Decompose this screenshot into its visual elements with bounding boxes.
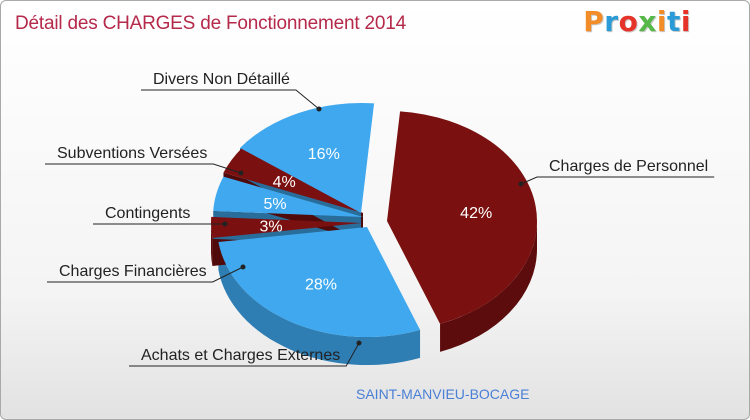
pct-label-charges-financieres: 3% — [260, 219, 283, 236]
category-label-charges-financieres: Charges Financières — [59, 263, 207, 280]
category-label-achats-et-charges-externes: Achats et Charges Externes — [141, 347, 340, 364]
pct-label-divers-non-detaille: 16% — [308, 146, 340, 163]
leader-tip-charges-de-personnel — [518, 181, 524, 187]
leader-line-subventions-versees — [45, 163, 242, 174]
leader-tip-subventions-versees — [238, 170, 244, 176]
pie-slice-divers-non-detaille[interactable] — [239, 102, 375, 213]
leader-line-charges-financieres — [47, 266, 244, 283]
category-label-subventions-versees: Subventions Versées — [57, 145, 207, 162]
pct-label-contingents: 5% — [264, 196, 287, 213]
category-label-charges-de-personnel: Charges de Personnel — [549, 158, 708, 175]
pie-side-charges-financieres — [211, 223, 213, 267]
proxiti-logo[interactable]: Proxiti — [583, 5, 691, 38]
city-name: SAINT-MANVIEU-BOCAGE — [356, 386, 530, 402]
leader-lines — [45, 89, 715, 367]
pie-slice-charges-de-personnel[interactable] — [387, 111, 538, 324]
category-labels: Charges de Personnel Achats et Charges Ex… — [57, 71, 708, 364]
category-label-contingents: Contingents — [105, 205, 190, 222]
pct-label-achats-et-charges-externes: 28% — [305, 277, 337, 294]
leader-tip-contingents — [222, 221, 228, 227]
pie-tops — [211, 102, 538, 337]
pie-slice-charges-financieres[interactable] — [211, 216, 361, 239]
leader-tip-charges-financieres — [240, 264, 246, 270]
leader-line-charges-de-personnel — [520, 176, 715, 185]
leader-line-achats-et-charges-externes — [129, 342, 360, 367]
pct-label-charges-de-personnel: 42% — [460, 205, 492, 222]
chart-title: Détail des CHARGES de Fonctionnement 201… — [15, 13, 407, 34]
pie-percent-labels: 42% 28% 3% 5% 4% 16% — [260, 146, 493, 294]
pie-slice-subventions-versees[interactable] — [223, 147, 363, 213]
leader-tip-divers-non-detaille — [316, 106, 322, 112]
category-label-divers-non-detaille: Divers Non Détaillé — [153, 71, 290, 88]
pie-slice-achats-et-charges-externes[interactable] — [218, 227, 421, 337]
pie-side-charges-de-personnel — [440, 221, 537, 352]
pie-side-achats-et-charges-externes — [218, 242, 421, 366]
pie-slice-contingents[interactable] — [213, 176, 363, 217]
leader-tip-achats-et-charges-externes — [356, 340, 362, 346]
pct-label-subventions-versees: 4% — [273, 174, 296, 191]
leader-line-divers-non-detaille — [141, 89, 320, 110]
